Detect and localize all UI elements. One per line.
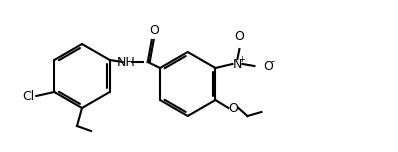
Text: O: O [149, 24, 159, 38]
Text: N: N [233, 57, 242, 71]
Text: +: + [238, 55, 245, 64]
Text: O: O [263, 59, 273, 73]
Text: O: O [234, 31, 244, 43]
Text: Cl: Cl [22, 90, 34, 102]
Text: -: - [270, 56, 275, 66]
Text: O: O [228, 102, 238, 114]
Text: NH: NH [116, 55, 135, 69]
